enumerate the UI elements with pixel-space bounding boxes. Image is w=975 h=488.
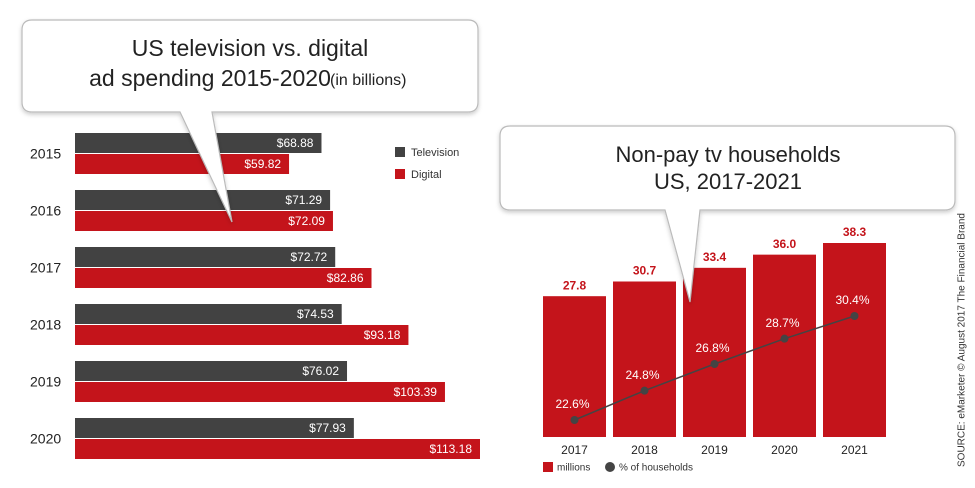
bar [823, 243, 886, 437]
data-label: 26.8% [695, 341, 729, 355]
bar [75, 190, 331, 210]
data-label: $68.88 [277, 136, 314, 150]
bar [75, 325, 409, 345]
line-point [570, 416, 579, 424]
line-point [640, 386, 649, 395]
legend-swatch [605, 462, 615, 472]
data-label: 38.3 [843, 225, 867, 239]
data-label: $82.86 [327, 271, 364, 285]
line-point [850, 312, 859, 320]
bar [753, 254, 816, 437]
data-label: 22.6% [555, 397, 589, 411]
data-label: 36.0 [773, 237, 797, 251]
data-label: $74.53 [297, 307, 334, 321]
x-tick-label: 2020 [771, 443, 798, 457]
legend-label: Digital [411, 169, 442, 181]
line-point [780, 334, 789, 343]
chart-title: Non-pay tv households [615, 142, 840, 167]
y-tick-label: 2015 [30, 146, 61, 162]
y-tick-label: 2020 [30, 431, 61, 447]
legend-swatch [395, 147, 405, 157]
source-note: SOURCE: eMarketer © August 2017 The Fina… [957, 213, 968, 467]
x-tick-label: 2018 [631, 443, 658, 457]
data-label: $72.72 [291, 250, 328, 264]
chart-title: ad spending 2015-2020 [89, 65, 331, 91]
bar [75, 304, 342, 324]
bar [543, 296, 606, 437]
data-label: 27.8 [563, 278, 587, 292]
chart-title: US, 2017-2021 [654, 169, 802, 194]
chart-title: US television vs. digital [132, 35, 369, 61]
data-label: $72.09 [288, 214, 325, 228]
legend-swatch [543, 462, 553, 472]
y-tick-label: 2017 [30, 260, 61, 276]
data-label: 30.4% [835, 293, 869, 307]
data-label: $76.02 [302, 364, 339, 378]
legend-label: millions [557, 463, 590, 474]
unit-note: (in billions) [330, 72, 406, 89]
legend-label: % of households [619, 463, 693, 474]
bar [75, 247, 336, 267]
data-label: $113.18 [430, 442, 473, 456]
data-label: 24.8% [625, 368, 659, 382]
x-tick-label: 2021 [841, 443, 868, 457]
x-tick-label: 2017 [561, 443, 588, 457]
callout-box [21, 19, 479, 223]
bar [75, 211, 333, 231]
y-tick-label: 2019 [30, 374, 61, 390]
line-point [710, 360, 719, 368]
data-label: 33.4 [703, 250, 727, 264]
callout-box [499, 125, 956, 303]
marks: 2015 $68.88 $59.82 2016 $71.29 $72.09 2017 $72.… [30, 133, 886, 474]
x-tick-label: 2019 [701, 443, 728, 457]
data-label: $93.18 [364, 328, 401, 342]
bar [75, 439, 480, 459]
callouts: US television vs. digital ad spending 20… [21, 19, 956, 303]
bar [613, 281, 676, 437]
data-label: $71.29 [285, 193, 322, 207]
legend-swatch [395, 169, 405, 179]
legend-label: Television [411, 147, 459, 159]
bar [75, 268, 372, 288]
data-label: $59.82 [244, 157, 281, 171]
bar [75, 361, 348, 381]
bar [75, 418, 354, 438]
data-label: $103.39 [394, 385, 438, 399]
y-tick-label: 2018 [30, 317, 61, 333]
bar [75, 382, 445, 402]
data-label: 28.7% [765, 316, 799, 330]
data-label: $77.93 [309, 421, 346, 435]
bar [75, 154, 290, 174]
y-tick-label: 2016 [30, 203, 61, 219]
data-label: 30.7 [633, 264, 657, 278]
bar [683, 267, 746, 437]
